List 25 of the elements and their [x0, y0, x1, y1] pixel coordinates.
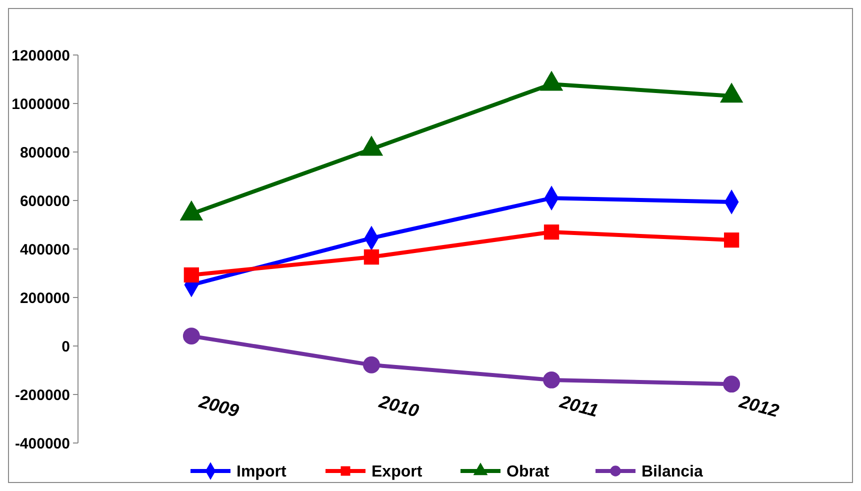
point [544, 224, 560, 240]
x-tick-label: 2012 [736, 391, 782, 422]
point [182, 328, 200, 345]
x-tick-label: 2009 [196, 391, 241, 422]
y-tick-label: -400000 [14, 435, 70, 452]
y-tick-label: 1200000 [12, 47, 70, 64]
point [723, 376, 740, 393]
x-tick-label: 2011 [556, 391, 600, 421]
legend-label: Import [236, 464, 287, 481]
y-tick-label: 800000 [20, 144, 70, 162]
legend-label: Bilancia [642, 464, 703, 481]
y-tick-label: -200000 [14, 386, 70, 404]
point [363, 356, 380, 374]
legend-label: Obrat [506, 464, 550, 481]
x-tick-label: 2010 [376, 391, 421, 422]
legend-label: Export [372, 464, 423, 481]
y-tick-label: 200000 [20, 290, 70, 307]
y-tick-label: 0 [62, 338, 70, 356]
y-tick-label: 400000 [20, 241, 70, 258]
point [184, 267, 199, 283]
y-tick-label: 1000000 [12, 96, 70, 113]
y-tick-label: 600000 [20, 192, 70, 210]
point [364, 249, 380, 265]
point [543, 371, 560, 388]
point [724, 232, 740, 248]
